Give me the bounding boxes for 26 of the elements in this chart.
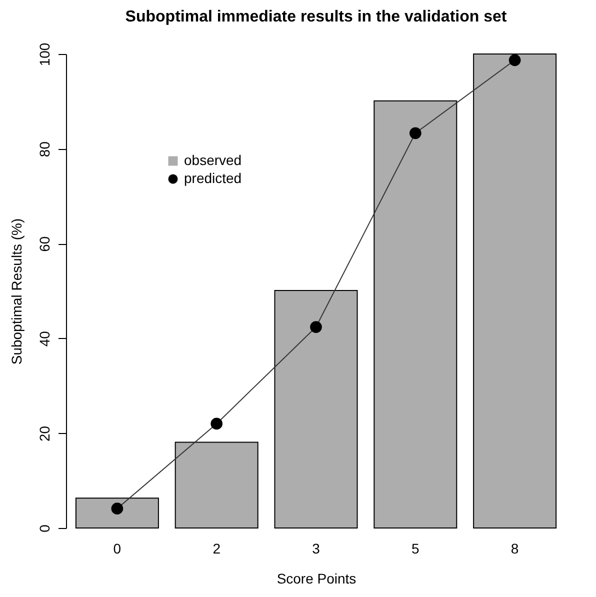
legend-label: observed [184, 152, 242, 168]
point [111, 502, 124, 514]
y-tick-label: 80 [36, 141, 52, 158]
x-tick-label: 2 [212, 540, 221, 556]
bar [473, 54, 557, 528]
y-axis-title: Suboptimal Results (%) [8, 218, 24, 365]
bar [274, 290, 358, 528]
bar [174, 442, 258, 528]
x-tick-label: 8 [510, 540, 519, 556]
y-tick-label: 60 [36, 236, 52, 252]
chart-title: Suboptimal immediate results in the validation set [125, 8, 508, 26]
point [508, 54, 521, 66]
y-tick-label: 0 [36, 524, 52, 532]
point [310, 321, 322, 333]
point [210, 418, 223, 430]
y-tick-label: 40 [36, 330, 52, 347]
y-tick-label: 100 [36, 42, 52, 66]
point [409, 127, 422, 140]
bar [75, 498, 159, 528]
x-tick-label: 0 [113, 540, 122, 556]
y-tick-label: 20 [36, 426, 52, 442]
x-axis-title: Score Points [276, 570, 356, 586]
bar [374, 100, 458, 528]
legend-label: predicted [184, 170, 242, 186]
x-tick-label: 5 [412, 540, 420, 556]
x-tick-label: 3 [312, 540, 320, 556]
